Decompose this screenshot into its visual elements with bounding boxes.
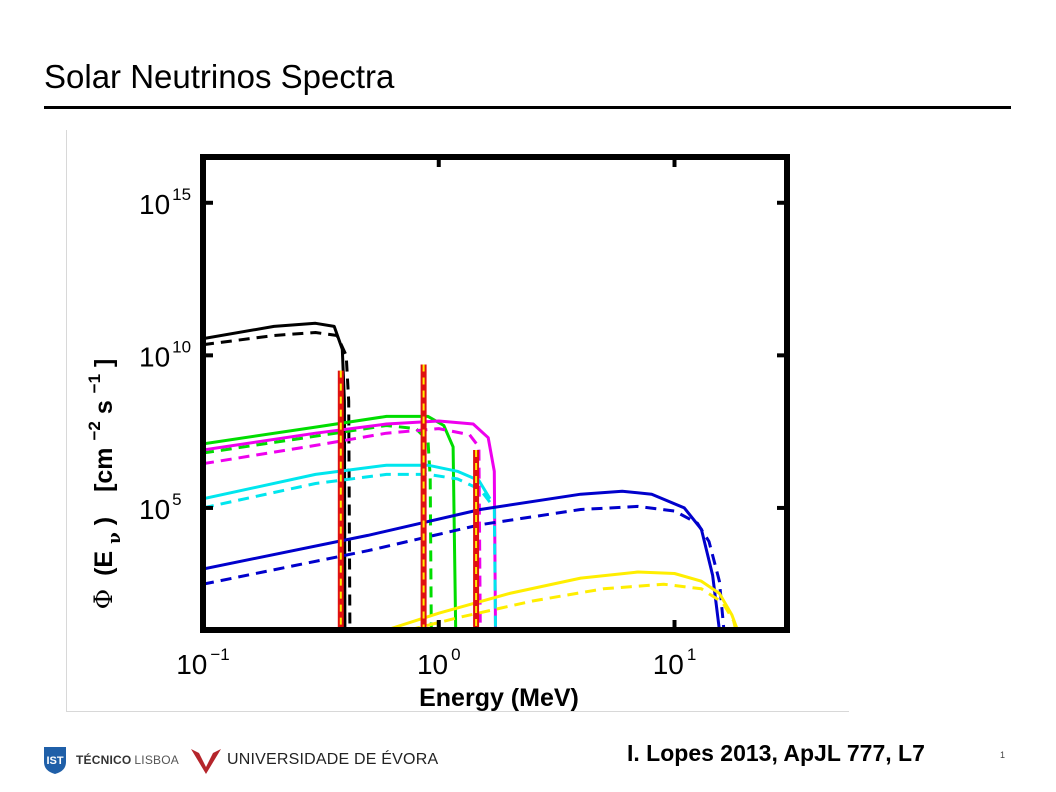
series-line-3 bbox=[203, 424, 433, 630]
y-axis-label: Φ (E ν ) [cm −2 s −1 ] bbox=[78, 359, 126, 610]
y-tick-label-2: 10 15 bbox=[139, 185, 191, 220]
tecnico-logo: IST TÉCNICO LISBOA bbox=[42, 745, 179, 775]
y-label-close: ) bbox=[90, 517, 118, 525]
uevora-word: UNIVERSIDADE DE ÉVORA bbox=[226, 751, 439, 768]
lisboa-word: LISBOA bbox=[134, 753, 179, 767]
y-label-exp2: −1 bbox=[85, 374, 104, 393]
series-line-1 bbox=[203, 331, 352, 630]
tecnico-shield-icon: IST bbox=[44, 747, 66, 774]
y-label-open: (E bbox=[90, 551, 118, 576]
uevora-emblem-icon bbox=[190, 749, 221, 774]
series-line-11 bbox=[408, 582, 738, 630]
y-label-unit-pre: [cm bbox=[90, 447, 118, 491]
series-line-4 bbox=[203, 419, 497, 630]
uevora-logo: UNIVERSIDADE DE ÉVORA bbox=[189, 745, 438, 775]
x-tick-label-1: 10 0 bbox=[417, 645, 461, 680]
series-line-9 bbox=[203, 504, 726, 630]
slide-title: Solar Neutrinos Spectra bbox=[44, 58, 395, 95]
plot-area bbox=[203, 321, 739, 630]
title-rule bbox=[44, 106, 1011, 109]
axes-box bbox=[200, 154, 790, 633]
spectrum-chart: 10 −1 10 0 10 1 10 5 10 10 10 15 Energy (MeV) Φ (E … bbox=[78, 154, 790, 711]
svg-text:IST: IST bbox=[46, 755, 63, 767]
series-line-8 bbox=[203, 489, 721, 630]
axis-ticks bbox=[201, 157, 787, 630]
series-line-7 bbox=[203, 472, 497, 630]
y-label-mid: s bbox=[90, 400, 118, 414]
x-tick-label-2: 10 1 bbox=[653, 645, 697, 680]
series-line-6 bbox=[203, 463, 492, 501]
series-line-0 bbox=[203, 321, 347, 630]
x-tick-label-0: 10 −1 bbox=[176, 645, 230, 680]
tecnico-word: TÉCNICO bbox=[76, 753, 132, 767]
y-label-sub: ν bbox=[105, 532, 125, 544]
y-tick-label-1: 10 10 bbox=[139, 337, 191, 372]
y-label-phi: Φ bbox=[89, 589, 118, 610]
page-number: 1 bbox=[1000, 750, 1006, 760]
y-label-exp1: −2 bbox=[85, 421, 104, 440]
series-line-5 bbox=[203, 427, 482, 630]
tick-labels: 10 −1 10 0 10 1 10 5 10 10 10 15 bbox=[139, 185, 696, 680]
series-line-2 bbox=[203, 414, 458, 630]
x-axis-label: Energy (MeV) bbox=[419, 684, 579, 711]
y-tick-label-0: 10 5 bbox=[139, 490, 182, 525]
y-label-unit-post: ] bbox=[90, 359, 118, 367]
citation: I. Lopes 2013, ApJL 777, L7 bbox=[627, 740, 925, 766]
institution-logos: IST TÉCNICO LISBOA UNIVERSIDADE DE ÉVORA bbox=[42, 742, 438, 778]
figure-frame: 10 −1 10 0 10 1 10 5 10 10 10 15 Energy (MeV) Φ (E … bbox=[66, 130, 849, 712]
